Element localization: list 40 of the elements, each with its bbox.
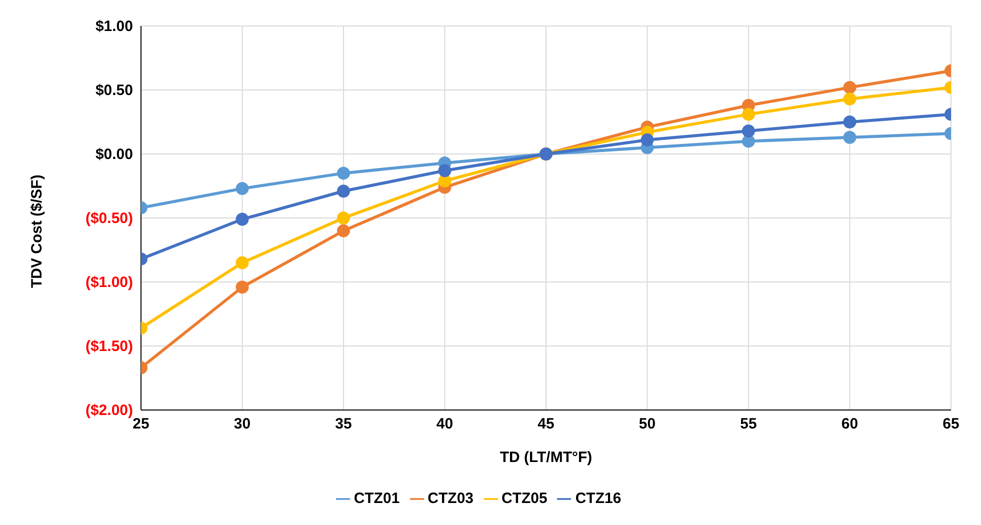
legend-label: CTZ01 bbox=[354, 490, 400, 507]
point bbox=[843, 116, 856, 128]
point bbox=[236, 256, 249, 270]
point bbox=[742, 124, 755, 138]
point bbox=[742, 108, 755, 121]
y-tick-label: ($1.50) bbox=[85, 338, 133, 355]
point bbox=[337, 224, 350, 238]
x-tick-label: 50 bbox=[638, 416, 656, 433]
point bbox=[337, 212, 350, 224]
point bbox=[843, 130, 856, 144]
point bbox=[236, 182, 249, 196]
y-axis-title: TDV Cost ($/SF) bbox=[28, 174, 46, 288]
point bbox=[438, 164, 452, 178]
y-tick-label: ($0.50) bbox=[85, 210, 133, 227]
x-tick-label: 45 bbox=[538, 416, 554, 433]
point bbox=[236, 212, 249, 226]
x-tick-label: 65 bbox=[942, 416, 960, 433]
x-tick-label: 55 bbox=[740, 416, 757, 433]
x-tick-label: 25 bbox=[132, 416, 150, 433]
point bbox=[843, 80, 856, 94]
x-tick-label: 35 bbox=[335, 416, 352, 433]
legend-label: CTZ03 bbox=[428, 490, 474, 507]
y-tick-label: $1.00 bbox=[95, 18, 133, 35]
point bbox=[640, 133, 654, 146]
y-tick-label: ($1.00) bbox=[85, 274, 133, 291]
x-axis-title: TD (LT/MT°F) bbox=[500, 449, 592, 466]
point bbox=[742, 134, 755, 148]
point bbox=[337, 166, 350, 180]
y-tick-label: $0.00 bbox=[95, 146, 133, 163]
legend-label: CTZ05 bbox=[502, 490, 548, 507]
y-tick-label: $0.50 bbox=[95, 82, 133, 99]
point bbox=[236, 280, 249, 294]
y-tick-label: ($2.00) bbox=[85, 402, 133, 419]
point bbox=[337, 184, 350, 198]
x-tick-label: 40 bbox=[436, 416, 454, 433]
point bbox=[438, 174, 452, 188]
legend-label: CTZ16 bbox=[575, 490, 622, 507]
point bbox=[843, 92, 856, 106]
x-tick-label: 30 bbox=[234, 416, 251, 433]
x-tick-label: 60 bbox=[841, 416, 858, 433]
